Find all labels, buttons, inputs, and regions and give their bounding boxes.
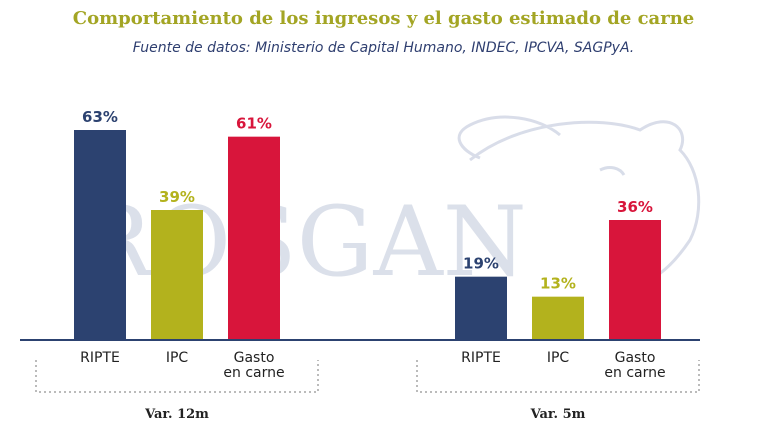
bar-ripte-g1 [455,276,507,340]
category-label: RIPTE [80,350,120,366]
value-label: 19% [463,255,499,273]
group-bracket [35,360,319,393]
group-label: Var. 5m [530,407,586,422]
value-label: 39% [159,188,195,206]
chart-subtitle: Fuente de datos: Ministerio de Capital H… [132,40,635,56]
bar-gasto-g0 [228,136,280,340]
group-label: Var. 12m [144,407,209,422]
value-label: 61% [236,115,272,133]
category-label: Gasto [234,350,275,366]
bar-ipc-g0 [151,210,203,340]
category-label: RIPTE [461,350,501,366]
bar-ripte-g0 [74,130,126,340]
bar-gasto-g1 [609,220,661,340]
category-label: IPC [166,350,189,366]
category-label: en carne [604,365,665,381]
chart-title: Comportamiento de los ingresos y el gast… [72,8,695,29]
category-label: en carne [223,365,284,381]
value-label: 13% [540,275,576,293]
category-label: Gasto [615,350,656,366]
group-bracket [416,360,700,393]
cow-watermark-icon [457,115,701,292]
bar-ipc-g1 [532,296,584,340]
category-label: IPC [547,350,570,366]
value-label: 63% [82,108,118,126]
value-label: 36% [617,198,653,216]
